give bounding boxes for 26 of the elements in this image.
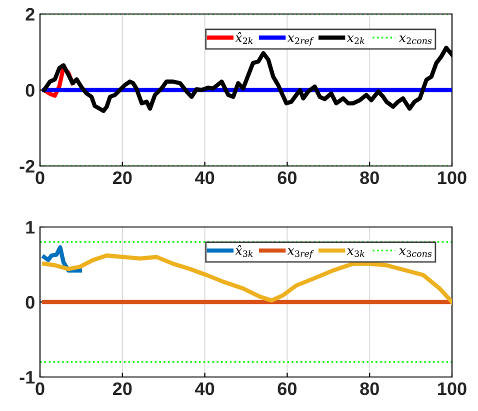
y-tick-label: 2 xyxy=(26,8,34,21)
x-tick-label: 20 xyxy=(112,171,132,184)
legend-label: x$_{2ref}$ xyxy=(287,35,314,46)
legend-label: x$_{3ref}$ xyxy=(287,248,314,259)
legend-label: x̂$_{3k}$ xyxy=(235,244,253,257)
x-tick-label: 100 xyxy=(438,171,466,184)
legend-label: x$_{3k}$ xyxy=(346,248,364,257)
x-tick-label: 40 xyxy=(195,382,214,396)
x-tick-label: 0 xyxy=(36,382,44,396)
x-tick-label: 20 xyxy=(112,382,132,396)
x-tick-label: 60 xyxy=(278,382,297,396)
x-tick-label: 40 xyxy=(195,171,214,184)
legend-label: x̂$_{2k}$ xyxy=(235,32,253,44)
x-tick-label: 60 xyxy=(278,171,297,184)
x-tick-label: 80 xyxy=(360,382,379,396)
x-tick-label: 100 xyxy=(438,382,466,396)
y-tick-label: 0 xyxy=(26,84,34,97)
y-tick-label: 1 xyxy=(26,221,35,234)
legend-label: x$_{3cons}$ xyxy=(398,248,432,257)
x-tick-label: 0 xyxy=(36,171,44,184)
x-tick-label: 80 xyxy=(360,171,379,184)
y-tick-label: -2 xyxy=(20,160,34,173)
y-tick-label: -1 xyxy=(20,371,35,384)
legend-label: x$_{2cons}$ xyxy=(398,35,432,44)
y-tick-label: 0 xyxy=(26,296,34,309)
legend-label: x$_{2k}$ xyxy=(346,35,364,44)
